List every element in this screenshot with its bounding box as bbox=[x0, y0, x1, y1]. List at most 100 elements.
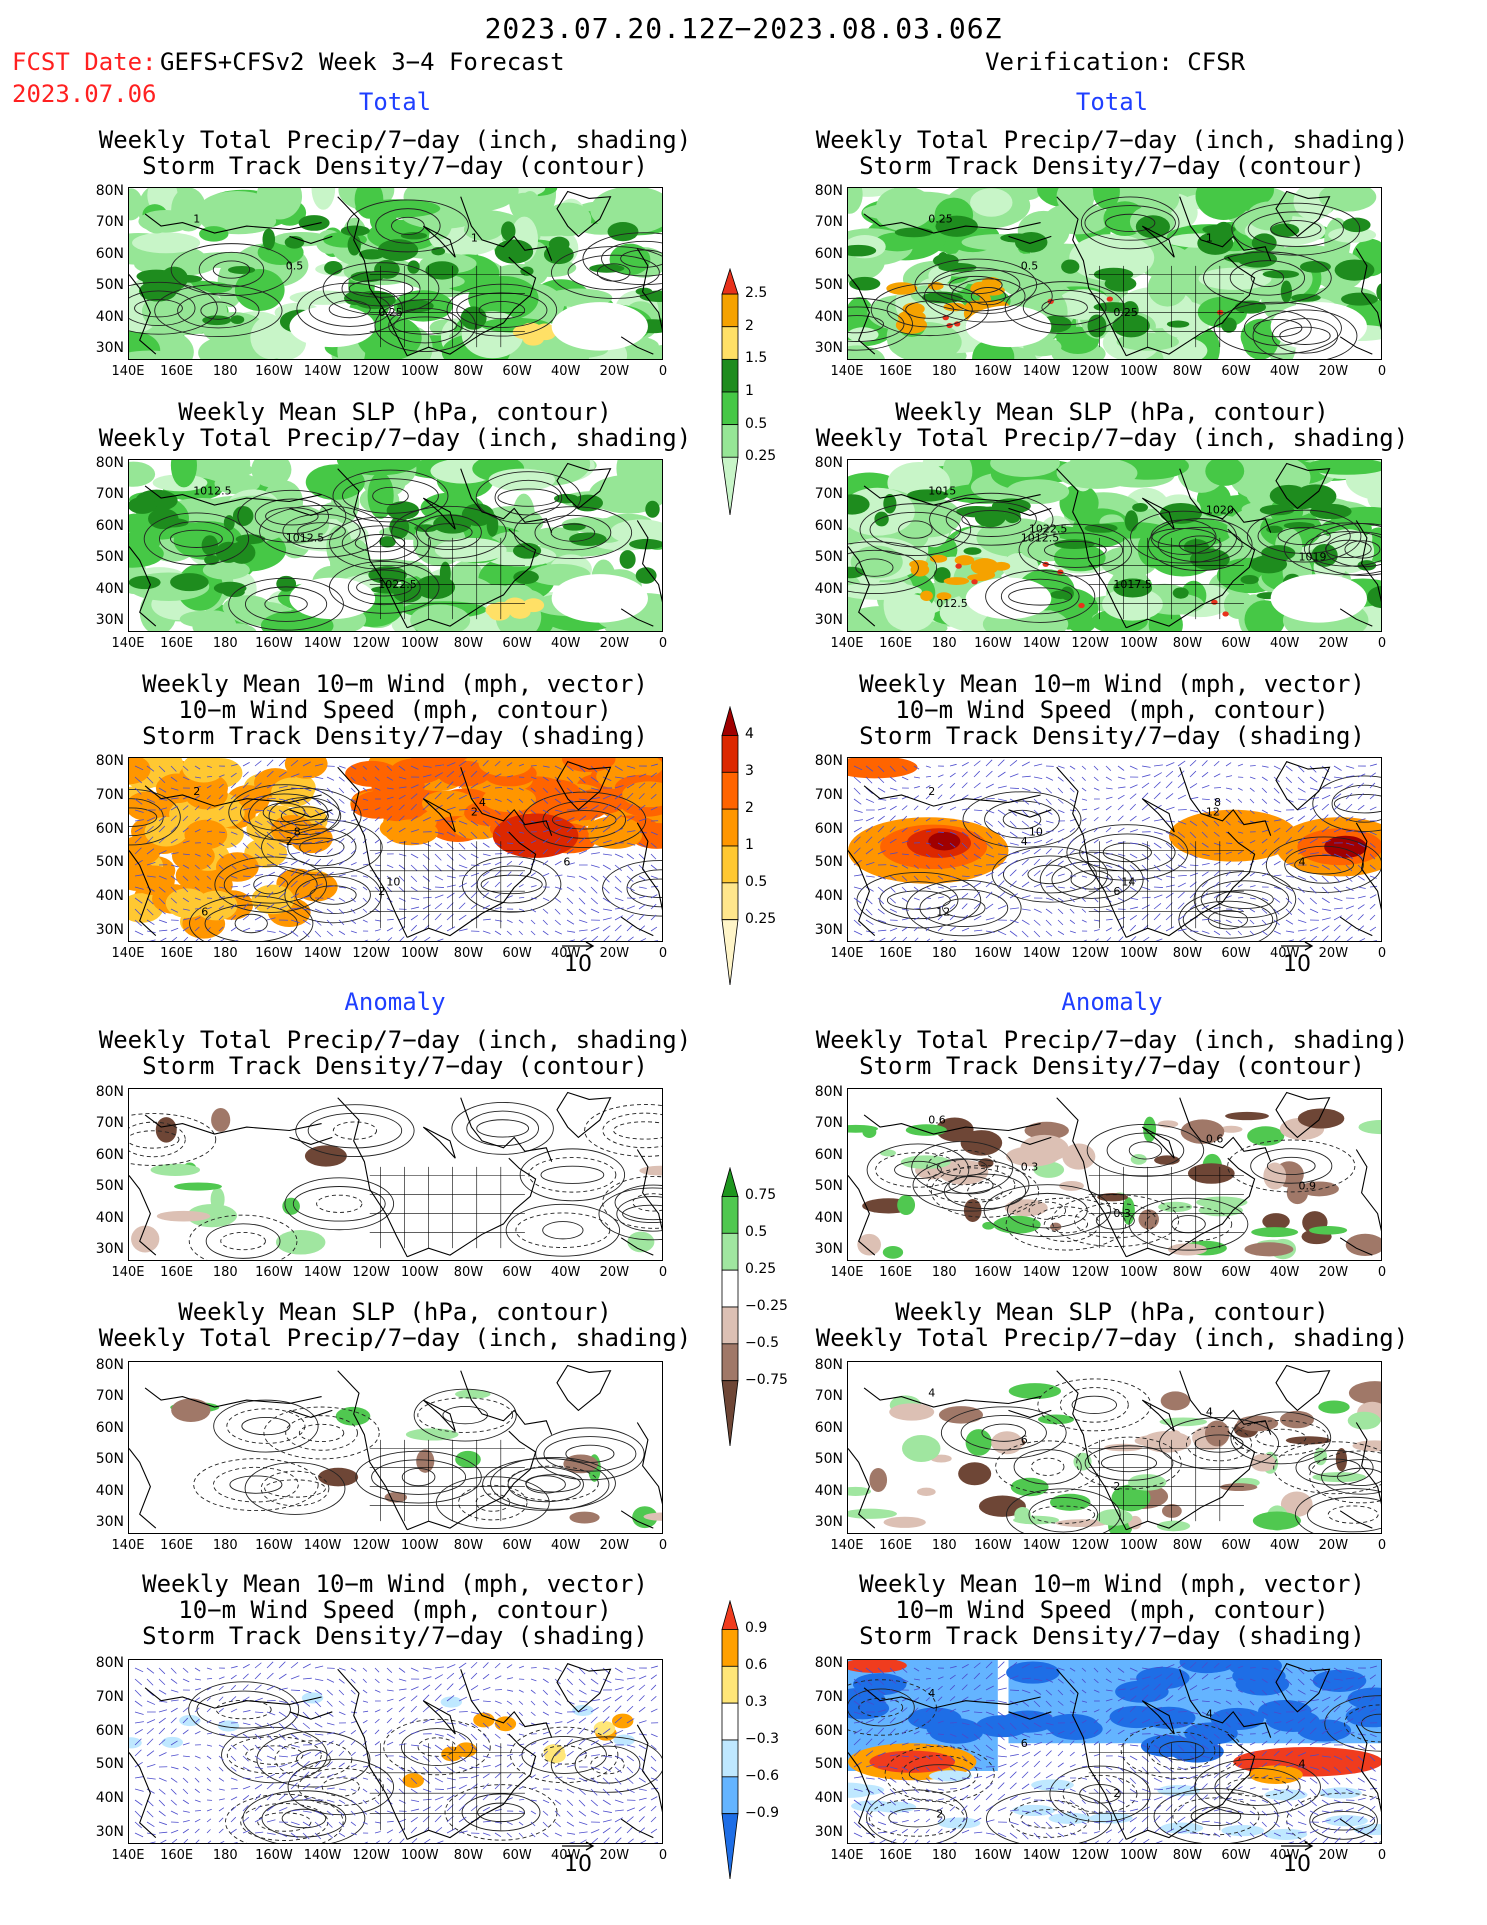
lon-tick-label: 100W bbox=[1119, 1265, 1158, 1280]
contour-label: 4 bbox=[928, 1387, 935, 1400]
colorbar-tick-label: 3 bbox=[745, 763, 754, 780]
lon-tick-label: 140W bbox=[1022, 636, 1061, 651]
verification-label: Verification: CFSR bbox=[985, 48, 1246, 76]
map-svg-r-total_wind: 2 4 6 12 4 12 10 14 8 bbox=[848, 758, 1381, 941]
lat-tick-label: 50N bbox=[814, 854, 843, 871]
lon-tick-label: 0 bbox=[658, 636, 668, 651]
lon-tick-label: 160W bbox=[974, 636, 1012, 651]
lat-tick-label: 60N bbox=[95, 820, 124, 837]
lat-tick-label: 70N bbox=[95, 486, 124, 503]
contour-label: 0.3 bbox=[1113, 1207, 1131, 1220]
map-panel-l-anom_slp bbox=[128, 1361, 663, 1534]
panel-title-l-anom_precip-line1: Weekly Total Precip/7−day (inch, shading… bbox=[98, 1026, 692, 1054]
map-svg-l-anom_wind bbox=[129, 1660, 662, 1843]
map-panel-l-total_wind: 2 2 2 2 6 6 8 10 4 bbox=[128, 757, 663, 942]
panel-title-l-total_precip-line1: Weekly Total Precip/7−day (inch, shading… bbox=[98, 126, 692, 154]
colorbar-tick-label: 4 bbox=[745, 726, 754, 743]
vector-reference-arrow bbox=[562, 941, 595, 951]
lon-tick-label: 140W bbox=[303, 1848, 342, 1863]
colorbar-tick-label: 0.5 bbox=[745, 1224, 768, 1241]
colorbar-precip_anom bbox=[721, 1167, 739, 1447]
vector-reference-value: 10 bbox=[1283, 1852, 1311, 1877]
panel-title-l-anom_wind-line1: Weekly Mean 10−m Wind (mph, vector) bbox=[142, 1570, 648, 1598]
lon-tick-label: 40W bbox=[551, 364, 581, 379]
lon-tick-label: 100W bbox=[400, 1265, 439, 1280]
lat-tick-label: 50N bbox=[814, 549, 843, 566]
colorbar-tick-label: 0.25 bbox=[745, 448, 777, 465]
contour-label: 0.25 bbox=[378, 306, 403, 319]
lon-tick-label: 120W bbox=[1071, 1265, 1110, 1280]
lat-tick-label: 70N bbox=[814, 786, 843, 803]
contour-label: 12 bbox=[936, 905, 950, 918]
section-label-anomaly-r: Anomaly bbox=[1061, 988, 1163, 1016]
lon-tick-label: 160E bbox=[879, 1265, 913, 1280]
lon-tick-label: 160W bbox=[974, 1848, 1012, 1863]
lon-tick-label: 120W bbox=[1071, 364, 1110, 379]
colorbar-tick-label: 0.75 bbox=[745, 1187, 777, 1204]
contour-label: 6 bbox=[1021, 1433, 1028, 1446]
lon-tick-label: 180 bbox=[212, 1265, 238, 1280]
lat-tick-label: 30N bbox=[95, 1514, 124, 1530]
lon-tick-label: 120W bbox=[1071, 1848, 1110, 1863]
lon-tick-label: 140W bbox=[303, 946, 342, 961]
lat-tick-label: 70N bbox=[95, 214, 124, 231]
vector-reference-arrow bbox=[562, 1841, 595, 1851]
map-svg-r-total_precip: 0.25 0.5 0.25 1 bbox=[848, 188, 1381, 359]
lat-tick-label: 40N bbox=[95, 1790, 124, 1807]
lat-tick-label: 30N bbox=[814, 1241, 843, 1257]
colorbar-tick-label: −0.5 bbox=[745, 1334, 779, 1351]
lon-tick-label: 180 bbox=[931, 1848, 957, 1863]
colorbar-tick-label: −0.75 bbox=[745, 1371, 788, 1388]
lon-tick-label: 60W bbox=[502, 1848, 532, 1863]
lon-tick-label: 140E bbox=[830, 1848, 864, 1863]
lon-tick-label: 160E bbox=[879, 636, 913, 651]
lat-tick-label: 60N bbox=[814, 1419, 843, 1436]
lon-tick-label: 20W bbox=[599, 946, 630, 961]
colorbar-storm_total bbox=[721, 706, 739, 986]
lon-tick-label: 40W bbox=[551, 1848, 581, 1863]
lon-tick-label: 0 bbox=[1377, 1848, 1387, 1863]
panel-title-r-anom_wind-line2: 10−m Wind Speed (mph, contour) bbox=[895, 1596, 1329, 1624]
lat-tick-label: 30N bbox=[814, 340, 843, 356]
panel-title-r-anom_wind-line3: Storm Track Density/7−day (shading) bbox=[859, 1622, 1365, 1650]
lon-tick-label: 140E bbox=[830, 946, 864, 961]
lon-tick-label: 140E bbox=[830, 364, 864, 379]
lon-tick-label: 160W bbox=[974, 364, 1012, 379]
lon-tick-label: 100W bbox=[400, 946, 439, 961]
lon-tick-label: 140E bbox=[111, 1538, 145, 1553]
vector-reference-arrow bbox=[1281, 941, 1314, 951]
lon-tick-label: 60W bbox=[1221, 946, 1251, 961]
lat-tick-label: 40N bbox=[95, 580, 124, 597]
contour-label: 1 bbox=[1206, 232, 1213, 245]
panel-title-l-total_slp-line1: Weekly Mean SLP (hPa, contour) bbox=[178, 398, 612, 426]
colorbar-tick-label: 0.5 bbox=[745, 873, 768, 890]
lon-tick-label: 20W bbox=[1318, 364, 1349, 379]
lon-tick-label: 60W bbox=[1221, 1848, 1251, 1863]
lon-tick-label: 60W bbox=[502, 1538, 532, 1553]
lon-tick-label: 40W bbox=[1270, 946, 1300, 961]
lon-tick-label: 80W bbox=[453, 1848, 484, 1863]
contour-label: 0.6 bbox=[928, 1114, 946, 1127]
map-svg-l-total_wind: 2 2 2 2 6 6 8 10 4 bbox=[129, 758, 662, 941]
lat-tick-label: 40N bbox=[95, 1482, 124, 1499]
lat-tick-label: 80N bbox=[814, 753, 843, 769]
lat-tick-label: 60N bbox=[814, 517, 843, 534]
colorbar-tick-label: 2 bbox=[745, 317, 754, 334]
lon-tick-label: 160W bbox=[255, 1265, 293, 1280]
contour-label: 1 bbox=[471, 232, 478, 245]
contour-label: 0.9 bbox=[1298, 1179, 1316, 1192]
panel-title-l-total_wind-line1: Weekly Mean 10−m Wind (mph, vector) bbox=[142, 670, 648, 698]
lon-tick-label: 160W bbox=[255, 946, 293, 961]
contour-label: 4 bbox=[1298, 855, 1305, 868]
contour-label: 1012.5 bbox=[1021, 531, 1059, 544]
lat-tick-label: 50N bbox=[814, 1178, 843, 1195]
lat-tick-label: 70N bbox=[814, 1688, 843, 1705]
colorbar-tick-label: −0.25 bbox=[745, 1298, 788, 1314]
colorbar-tick-label: 2.5 bbox=[745, 285, 768, 302]
contour-label: 4 bbox=[928, 1687, 935, 1700]
contour-label: 4 bbox=[479, 796, 486, 809]
lon-tick-label: 20W bbox=[599, 1538, 630, 1553]
map-svg-r-total_slp: 1015 1012.5 1017.5 1020 1019 012.5 1022.5 bbox=[848, 460, 1381, 631]
map-panel-r-anom_wind: 4 6 2 4 4 2 bbox=[847, 1659, 1382, 1844]
lat-tick-label: 80N bbox=[814, 455, 843, 471]
